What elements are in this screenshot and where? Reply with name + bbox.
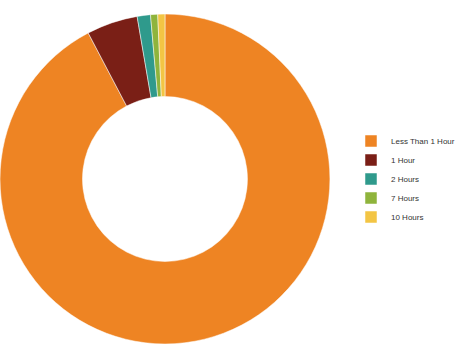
svg-text:10 Hours: 10 Hours: [391, 213, 423, 222]
svg-text:2 Hours: 2 Hours: [391, 175, 419, 184]
svg-text:1 Hour: 1 Hour: [391, 156, 415, 165]
svg-text:7 Hours: 7 Hours: [391, 194, 419, 203]
svg-text:Less Than 1 Hour: Less Than 1 Hour: [391, 137, 455, 146]
